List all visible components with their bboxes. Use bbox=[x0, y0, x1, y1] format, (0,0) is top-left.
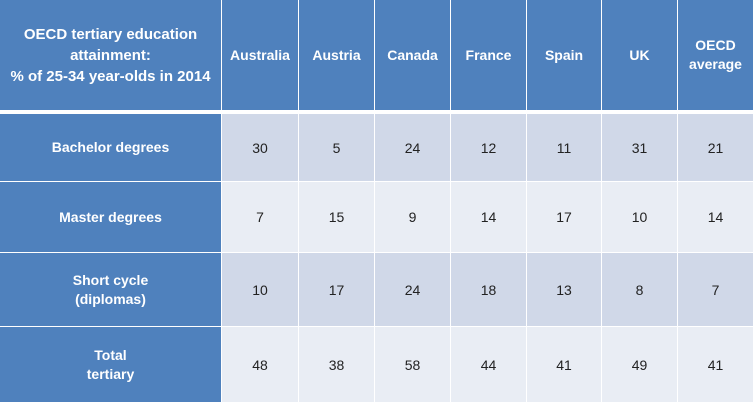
table-cell: 24 bbox=[375, 114, 451, 182]
table-cell: 49 bbox=[602, 327, 678, 403]
table-cell: 14 bbox=[678, 182, 754, 253]
table-cell: 38 bbox=[299, 327, 375, 403]
table-cell: 41 bbox=[678, 327, 754, 403]
table-cell: 8 bbox=[602, 253, 678, 327]
table-cell: 41 bbox=[527, 327, 602, 403]
table-cell: 11 bbox=[527, 114, 602, 182]
table-cell: 7 bbox=[678, 253, 754, 327]
column-header: Canada bbox=[375, 0, 451, 114]
table-cell: 14 bbox=[451, 182, 527, 253]
column-header: Australia bbox=[222, 0, 299, 114]
table-cell: 9 bbox=[375, 182, 451, 253]
table-cell: 48 bbox=[222, 327, 299, 403]
column-header: France bbox=[451, 0, 527, 114]
column-header: Austria bbox=[299, 0, 375, 114]
table-cell: 31 bbox=[602, 114, 678, 182]
table-cell: 44 bbox=[451, 327, 527, 403]
column-header: Spain bbox=[527, 0, 602, 114]
column-header: OECD average bbox=[678, 0, 754, 114]
table-title: OECD tertiary education attainment: % of… bbox=[0, 0, 222, 114]
table-cell: 7 bbox=[222, 182, 299, 253]
table-cell: 24 bbox=[375, 253, 451, 327]
table-cell: 10 bbox=[222, 253, 299, 327]
table-cell: 21 bbox=[678, 114, 754, 182]
table-cell: 13 bbox=[527, 253, 602, 327]
table-cell: 17 bbox=[299, 253, 375, 327]
table-cell: 30 bbox=[222, 114, 299, 182]
row-header: Bachelor degrees bbox=[0, 114, 222, 182]
table-cell: 10 bbox=[602, 182, 678, 253]
table-cell: 58 bbox=[375, 327, 451, 403]
table-cell: 5 bbox=[299, 114, 375, 182]
table-cell: 15 bbox=[299, 182, 375, 253]
table-cell: 18 bbox=[451, 253, 527, 327]
column-header: UK bbox=[602, 0, 678, 114]
table-cell: 17 bbox=[527, 182, 602, 253]
table-cell: 12 bbox=[451, 114, 527, 182]
row-header: Total tertiary bbox=[0, 327, 222, 403]
row-header: Master degrees bbox=[0, 182, 222, 253]
row-header: Short cycle (diplomas) bbox=[0, 253, 222, 327]
